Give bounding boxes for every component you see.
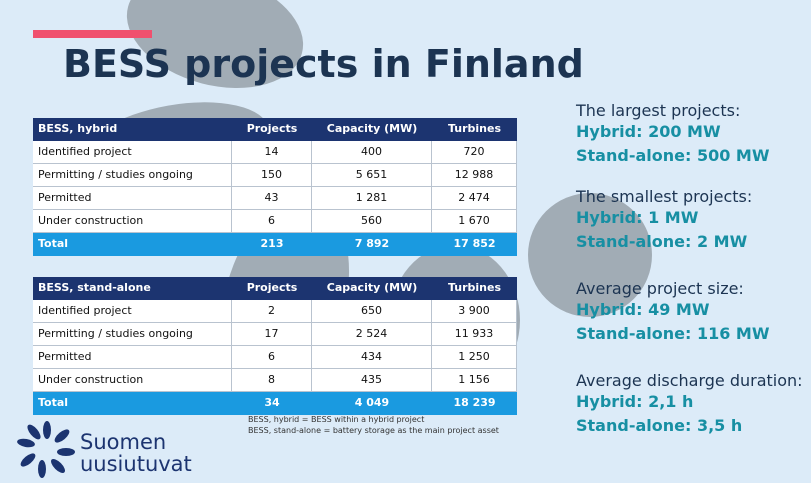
stat-line: Stand-alone: 116 MW (576, 324, 770, 343)
table-total-cell: 18 239 (432, 392, 517, 415)
table-cell: Identified project (33, 300, 232, 323)
table-cell: Under construction (33, 369, 232, 392)
table-cell: 6 (232, 346, 312, 369)
table-cell: 1 670 (432, 210, 517, 233)
table-total-cell: 213 (232, 233, 312, 256)
stat-line: Stand-alone: 2 MW (576, 232, 748, 251)
stat-heading: The largest projects: (576, 101, 741, 120)
table-cell: 150 (232, 164, 312, 187)
table-cell: 1 281 (312, 187, 432, 210)
table-cell: 434 (312, 346, 432, 369)
table-header-cell: BESS, hybrid (33, 118, 232, 141)
table-total-cell: Total (33, 233, 232, 256)
stat-line: Hybrid: 49 MW (576, 300, 710, 319)
blob (126, 0, 304, 89)
logo-mark (17, 421, 75, 478)
table-cell: 720 (432, 141, 517, 164)
stat-line: Stand-alone: 500 MW (576, 146, 770, 165)
stat-heading: Average discharge duration: (576, 371, 803, 390)
table-cell: Identified project (33, 141, 232, 164)
table-header-cell: Turbines (432, 277, 517, 300)
table-cell: 5 651 (312, 164, 432, 187)
table-cell: 1 250 (432, 346, 517, 369)
table-cell: 1 156 (432, 369, 517, 392)
table-cell: 17 (232, 323, 312, 346)
table-header-cell: BESS, stand-alone (33, 277, 232, 300)
logo-text: uusiutuvat (80, 452, 192, 476)
table-cell: 650 (312, 300, 432, 323)
accent-bar (33, 30, 152, 38)
table-total-cell: 4 049 (312, 392, 432, 415)
blob (528, 193, 652, 317)
table-cell: 14 (232, 141, 312, 164)
table-header-cell: Capacity (MW) (312, 118, 432, 141)
table-cell: 2 (232, 300, 312, 323)
table-total-cell: Total (33, 392, 232, 415)
table-cell: 435 (312, 369, 432, 392)
title: BESS projects in Finland (63, 42, 584, 86)
table-header-cell: Turbines (432, 118, 517, 141)
table-cell: 2 524 (312, 323, 432, 346)
table-total-cell: 17 852 (432, 233, 517, 256)
table-cell: 3 900 (432, 300, 517, 323)
table-cell: Permitted (33, 346, 232, 369)
stat-line: Stand-alone: 3,5 h (576, 416, 743, 435)
stat-heading: The smallest projects: (576, 187, 753, 206)
stat-line: Hybrid: 1 MW (576, 208, 699, 227)
table-total-cell: 34 (232, 392, 312, 415)
table-cell: Permitting / studies ongoing (33, 323, 232, 346)
logo-text: Suomen (80, 430, 167, 454)
table-header-cell: Projects (232, 118, 312, 141)
stat-heading: Average project size: (576, 279, 744, 298)
table-cell: 2 474 (432, 187, 517, 210)
footnote: BESS, stand-alone = battery storage as t… (248, 426, 499, 435)
stat-line: Hybrid: 2,1 h (576, 392, 694, 411)
table-cell: 400 (312, 141, 432, 164)
table-cell: 8 (232, 369, 312, 392)
table-cell: 11 933 (432, 323, 517, 346)
table-header-cell: Capacity (MW) (312, 277, 432, 300)
table-cell: 560 (312, 210, 432, 233)
stat-line: Hybrid: 200 MW (576, 122, 721, 141)
footnote: BESS, hybrid = BESS within a hybrid proj… (248, 415, 425, 424)
table-header-cell: Projects (232, 277, 312, 300)
table-cell: 6 (232, 210, 312, 233)
table-total-cell: 7 892 (312, 233, 432, 256)
table-cell: Permitted (33, 187, 232, 210)
table-cell: 12 988 (432, 164, 517, 187)
table-cell: 43 (232, 187, 312, 210)
table-cell: Permitting / studies ongoing (33, 164, 232, 187)
table-cell: Under construction (33, 210, 232, 233)
